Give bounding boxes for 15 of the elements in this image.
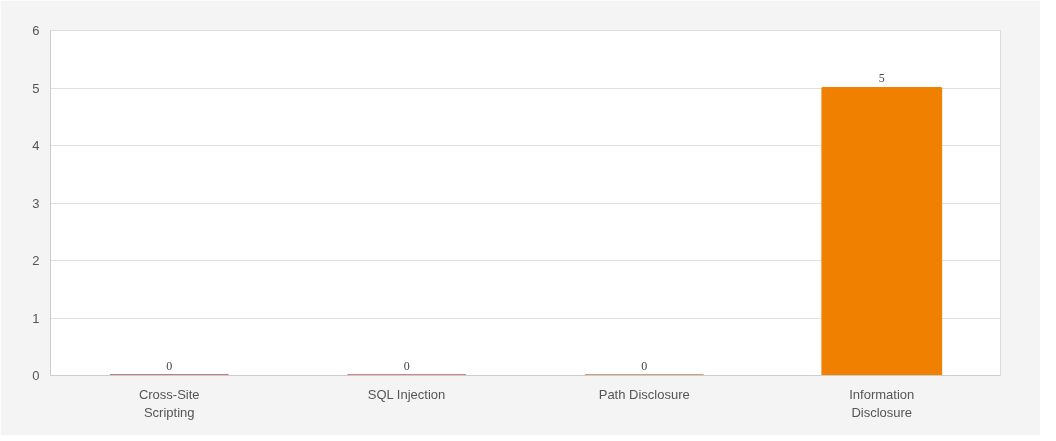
data-label: 0 bbox=[641, 358, 648, 373]
x-tick-label: Path Disclosure bbox=[598, 386, 690, 402]
data-label: 0 bbox=[166, 358, 173, 373]
y-tick-label: 2 bbox=[32, 253, 40, 268]
y-tick-label: 0 bbox=[32, 368, 40, 383]
x-tick-label: Cross-Site Scripting bbox=[138, 386, 200, 420]
data-label: 5 bbox=[878, 71, 885, 85]
y-tick-label: 5 bbox=[32, 80, 40, 96]
x-tick-label: SQL Injection bbox=[367, 386, 446, 402]
data-label: 0 bbox=[403, 358, 410, 373]
y-tick-label: 3 bbox=[32, 195, 40, 211]
y-tick-label: 6 bbox=[32, 23, 40, 38]
x-tick-label: Information Disclosure bbox=[849, 386, 915, 420]
y-tick-label: 4 bbox=[32, 138, 40, 153]
y-tick-label: 1 bbox=[32, 310, 40, 326]
